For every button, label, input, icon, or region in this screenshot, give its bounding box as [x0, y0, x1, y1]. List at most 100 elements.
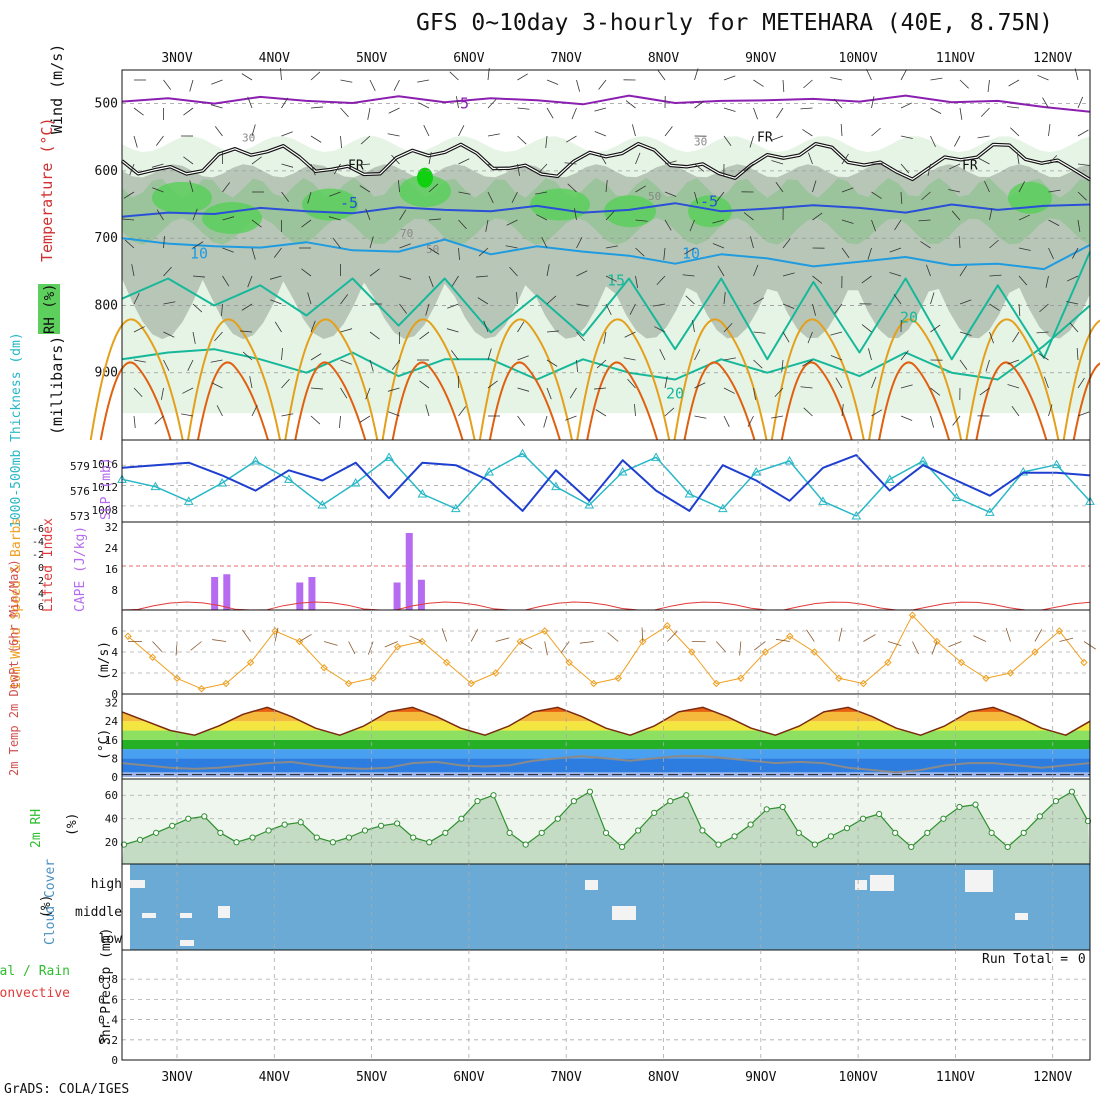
wind-barb	[192, 331, 196, 344]
wind-speed-marker	[541, 627, 549, 635]
wind-barb	[183, 107, 194, 116]
rh-moist-core	[417, 167, 433, 188]
cloud-unit-label: (%)	[39, 895, 54, 918]
rh2m-marker	[345, 834, 353, 841]
cape-bar	[393, 582, 401, 610]
temp-contour-20	[121, 304, 1091, 381]
cloud-cell	[870, 875, 894, 891]
wind-barb	[948, 163, 961, 170]
cloud-cell	[180, 940, 194, 946]
wind-speed-marker	[173, 674, 181, 682]
wind-barb	[889, 272, 902, 277]
wind-barb	[419, 331, 430, 340]
wind-barb	[841, 404, 844, 417]
wind-barb	[664, 191, 677, 197]
temp-unit-label: (°C)	[97, 729, 112, 760]
rh2m-marker	[265, 827, 272, 834]
cape-bar	[308, 577, 316, 610]
pressure-tick-label: 900	[95, 366, 118, 381]
wind-barb	[900, 69, 907, 81]
wind-barb	[771, 135, 784, 141]
cape-tick-label: 24	[105, 542, 119, 555]
wind-barb-10m	[931, 641, 938, 655]
wind-barb	[753, 79, 764, 87]
wind-barb	[222, 275, 230, 287]
wind-barb	[1007, 106, 1020, 109]
pressure-tick-label: 600	[95, 164, 118, 179]
wind-barb	[605, 210, 615, 221]
wind-barb	[596, 359, 607, 369]
wind-barb	[1007, 359, 1020, 365]
thickness-marker	[350, 477, 361, 487]
li-tick-label: -6	[32, 524, 44, 535]
wind-barb-10m	[212, 639, 227, 642]
li-axis-label: Lifted Index	[41, 518, 56, 612]
wind-barb	[476, 275, 489, 278]
wind-barb	[959, 265, 967, 277]
precip-frame	[121, 949, 1091, 1061]
wind-barb	[340, 79, 353, 83]
wind-barb	[247, 96, 253, 109]
rh2m-marker	[940, 815, 947, 822]
wind-barb	[959, 79, 969, 89]
wind-barb	[428, 218, 441, 221]
wind-barb-10m	[948, 641, 962, 648]
wind-barb	[889, 247, 902, 253]
wind-barb	[599, 153, 607, 165]
wind-barb	[451, 275, 459, 287]
wind-barb	[1039, 303, 1049, 313]
wind-barb	[517, 355, 529, 361]
rh2m-marker	[1004, 843, 1011, 851]
rh2m-marker	[635, 827, 642, 834]
thickness-marker	[551, 481, 561, 491]
wind-barb	[538, 163, 548, 174]
rh2m-marker	[153, 829, 160, 836]
wind-barb	[840, 124, 843, 137]
top-day-label: 12NOV	[1033, 51, 1072, 66]
wind-barb	[329, 191, 341, 197]
precip-tick-label: 0	[111, 1054, 118, 1067]
rh2m-marker	[522, 841, 529, 848]
contour-label-30: 30	[242, 131, 255, 144]
wind-barb	[574, 208, 577, 221]
temp-contour-10	[121, 237, 1091, 271]
slp-line	[121, 454, 1091, 512]
wind-barb	[952, 415, 961, 426]
wind-barb	[871, 219, 876, 232]
wind-barb	[663, 247, 666, 260]
wind-barb	[1048, 219, 1060, 226]
wind-barb	[659, 349, 666, 361]
cloud-cell	[965, 870, 993, 892]
wind-barb	[930, 77, 943, 81]
wind-barb	[624, 331, 636, 338]
temp-contour-30	[683, 361, 756, 441]
wind-barb	[310, 135, 322, 143]
wind-barb	[251, 405, 258, 417]
wind-barb	[984, 180, 990, 193]
wind-barb	[1066, 301, 1079, 305]
wind-barb	[301, 219, 312, 228]
wind-barb	[1048, 404, 1053, 417]
wind-barb	[635, 185, 646, 193]
wind-tick-label: 6	[111, 625, 118, 638]
temp-contour--5	[121, 202, 1091, 218]
wind-barb	[841, 187, 854, 193]
rh2m-marker	[506, 829, 513, 836]
wind-speed-marker	[908, 611, 917, 619]
wind-barb	[723, 75, 736, 81]
wind-speed-marker	[761, 648, 770, 656]
wind-barb	[393, 79, 400, 91]
wind-barb	[509, 266, 518, 277]
wind-barb	[743, 163, 754, 172]
wind-barb	[743, 212, 754, 221]
wind-speed-marker	[639, 637, 647, 646]
wind-barb	[625, 100, 636, 109]
wind-barb	[310, 163, 316, 176]
wind-speed-marker	[737, 674, 745, 682]
wind-barb	[398, 180, 400, 193]
wind-speed-marker	[810, 648, 819, 656]
li-tick-label: 0	[38, 563, 44, 574]
wind-speed-marker	[859, 679, 868, 688]
wind-barb	[281, 131, 293, 137]
